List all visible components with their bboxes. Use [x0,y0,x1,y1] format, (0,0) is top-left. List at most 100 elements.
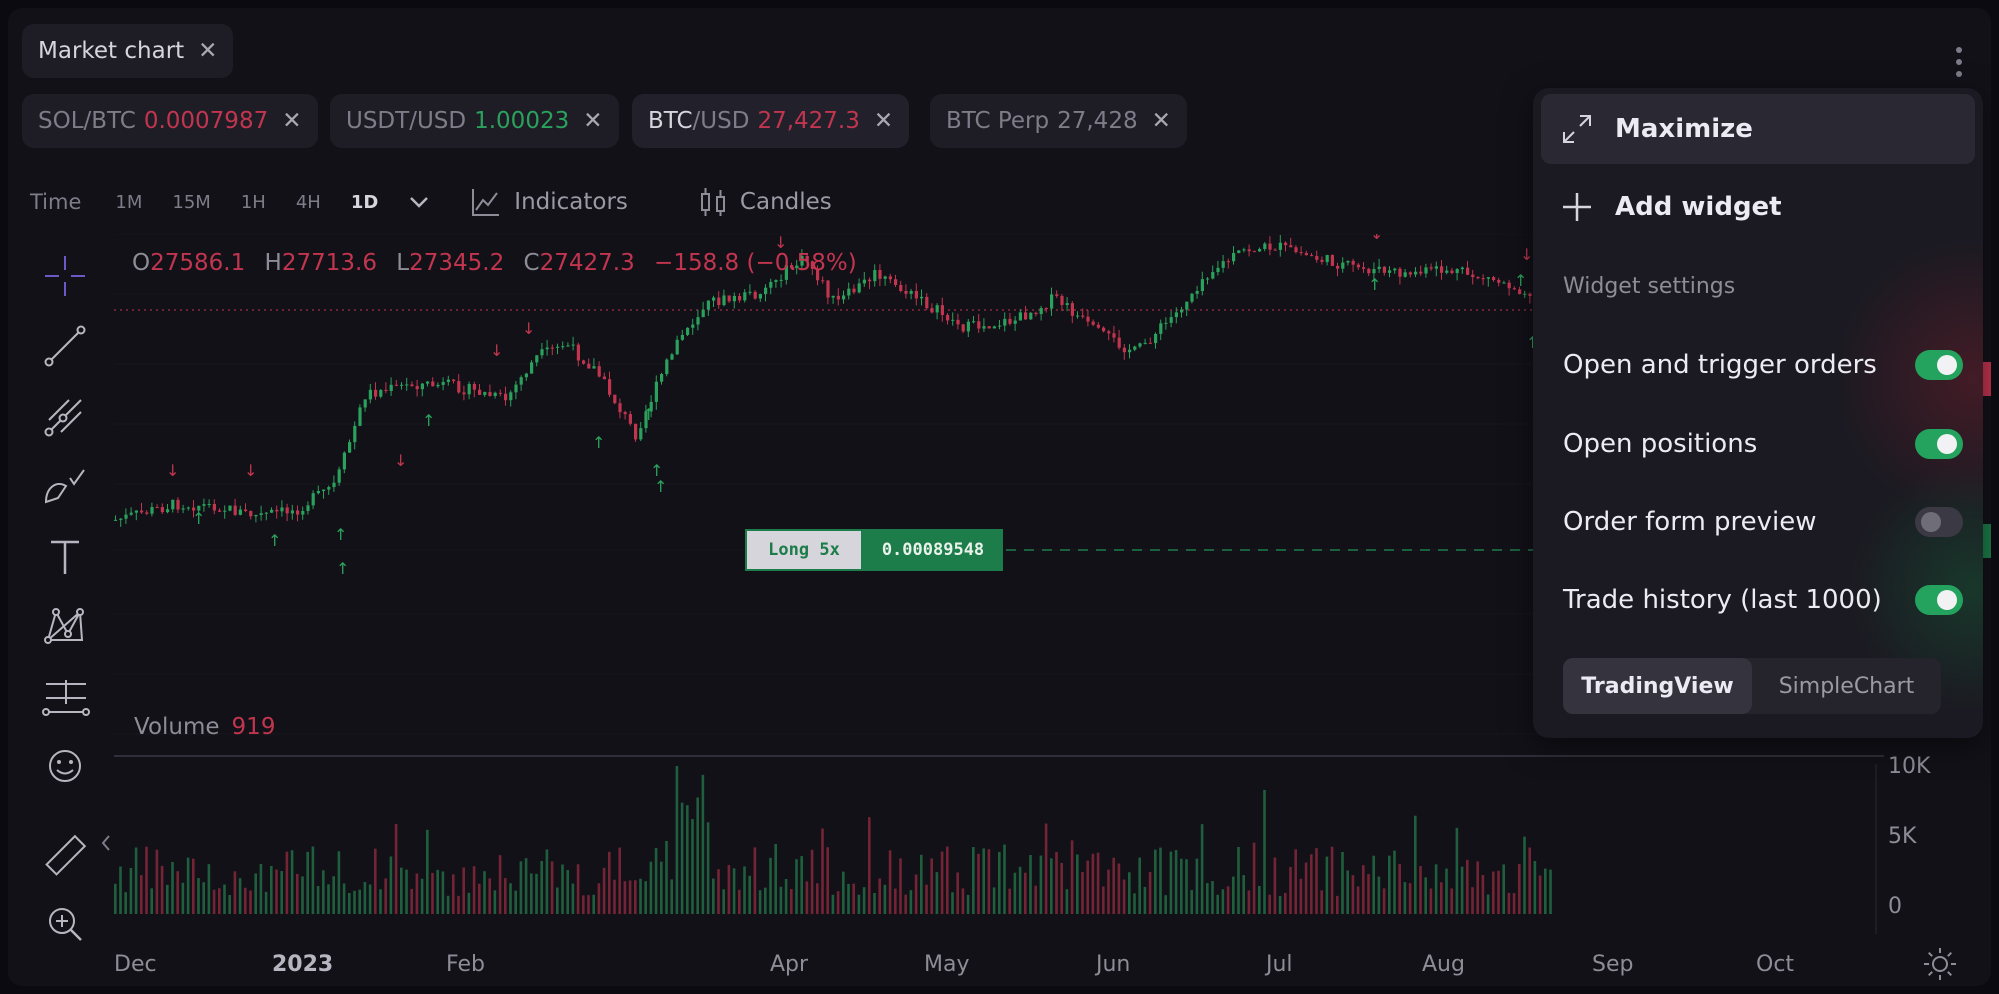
interval-1d[interactable]: 1D [350,191,379,213]
text-icon [51,540,79,574]
close-icon[interactable]: ✕ [198,38,218,64]
volume-tick: 10K [1888,754,1931,779]
maximize-label: Maximize [1615,114,1753,144]
x-tick: Aug [1422,952,1465,977]
toggle-switch[interactable] [1915,350,1963,380]
chart-engine-switch: TradingView SimpleChart [1563,658,1941,714]
pattern-tool[interactable] [28,598,102,654]
text-tool[interactable] [28,528,102,584]
low-label: L [396,250,410,276]
svg-text:↑: ↑ [268,531,281,550]
pair-base: SOL [38,108,84,134]
svg-text:↓: ↓ [394,451,407,470]
svg-text:↓: ↓ [490,341,503,360]
pair-tab-btc-usd[interactable]: BTC / USD 27,427.3 ✕ [632,94,910,148]
interval-15m[interactable]: 15M [172,191,211,213]
x-tick: Oct [1756,952,1795,977]
pair-quote: USD [700,108,750,134]
crosshair-tool[interactable] [28,248,102,304]
maximize-menu-item[interactable]: Maximize [1541,94,1975,164]
svg-text:↑: ↑ [650,461,663,480]
window-tab[interactable]: Market chart ✕ [22,24,234,78]
volume-label: Volume [134,714,220,740]
toggle-switch[interactable] [1915,585,1963,615]
pair-tab-usdt-usd[interactable]: USDT / USD 1.00023 ✕ [330,94,619,148]
segment-simplechart[interactable]: SimpleChart [1778,673,1915,699]
fib-tool[interactable] [28,388,102,444]
interval-4h[interactable]: 4H [295,191,321,213]
high-value: 27713.6 [281,250,377,276]
x-tick: Feb [446,952,485,977]
interval-1m[interactable]: 1M [115,191,143,213]
segment-tradingview[interactable]: TradingView [1563,658,1752,714]
volume-legend: Volume 919 [134,714,275,740]
zoom-tool[interactable] [28,896,102,952]
svg-text:↓: ↓ [522,319,535,338]
pattern-icon [44,608,84,644]
plus-icon [1563,193,1591,221]
position-tag[interactable]: Long 5x 0.00089548 [745,529,1003,571]
volume-value: 919 [231,714,276,740]
trend-line-tool[interactable] [28,318,102,374]
widget-menu: Maximize Add widget Widget settings Open… [1533,88,1983,738]
position-side: Long 5x [745,529,863,571]
trend-line-icon [44,325,86,367]
maximize-icon [1563,115,1591,143]
market-chart-widget: Market chart ✕ SOL / BTC 0.0007987 ✕ USDT /… [8,8,1991,986]
option-label: Order form preview [1563,507,1817,537]
low-value: 27345.2 [409,250,505,276]
time-label: Time [30,190,82,214]
timeframe-bar: Time 1M 15M 1H 4H 1D Indicators Candles [30,180,902,224]
svg-text:↑: ↑ [642,405,655,424]
pair-quote: BTC [91,108,136,134]
svg-text:↑: ↑ [654,477,667,496]
volume-tick: 0 [1888,894,1902,919]
option-trade-history: Trade history (last 1000) [1563,575,1963,625]
brush-tool[interactable] [28,458,102,514]
crosshair-icon [45,256,85,296]
chevron-left-icon[interactable] [100,834,112,852]
pitchfork-icon [44,399,82,437]
indicators-button[interactable]: Indicators [470,186,662,218]
ruler-icon [45,834,87,876]
measure-range-tool[interactable] [28,668,102,724]
range-icon [42,680,90,716]
x-tick: Sep [1592,952,1634,977]
high-label: H [264,250,282,276]
svg-text:↑: ↑ [592,433,605,452]
close-icon[interactable]: ✕ [583,108,603,134]
svg-text:↓: ↓ [244,461,257,480]
open-label: O [132,250,151,276]
toggle-switch[interactable] [1915,507,1963,537]
more-options-icon[interactable] [1952,42,1966,82]
position-entry-price: 0.00089548 [863,529,1003,571]
close-value: 27427.3 [539,250,635,276]
close-icon[interactable]: ✕ [282,108,302,134]
close-icon[interactable]: ✕ [873,108,894,134]
widget-settings-heading: Widget settings [1563,274,1736,299]
toggle-switch[interactable] [1915,429,1963,459]
pair-price: 0.0007987 [143,108,269,134]
chevron-down-icon[interactable] [408,195,430,209]
svg-text:↑: ↑ [336,559,349,578]
add-widget-menu-item[interactable]: Add widget [1541,172,1975,242]
ohlc-legend: O27586.1 H27713.6 L27345.2 C27427.3 −158… [132,250,869,276]
pair-tab-sol-btc[interactable]: SOL / BTC 0.0007987 ✕ [22,94,318,148]
emoji-tool[interactable] [28,738,102,794]
volume-bars [114,766,1552,914]
option-label: Open positions [1563,429,1758,459]
x-tick: Apr [770,952,809,977]
pair-tab-btc-perp[interactable]: BTC Perp 27,428 ✕ [930,94,1187,148]
svg-text:↓: ↓ [774,234,787,252]
x-tick: Dec [114,952,157,977]
ruler-tool[interactable] [28,828,102,884]
interval-1h[interactable]: 1H [240,191,266,213]
candles-button[interactable]: Candles [698,185,866,219]
svg-text:↑: ↑ [422,411,435,430]
svg-text:↓: ↓ [1520,245,1533,264]
pair-base: BTC [648,108,693,134]
pair-quote: USD [416,108,467,134]
close-icon[interactable]: ✕ [1151,108,1171,134]
sun-settings-icon[interactable] [1922,946,1958,982]
indicators-label: Indicators [514,189,628,215]
